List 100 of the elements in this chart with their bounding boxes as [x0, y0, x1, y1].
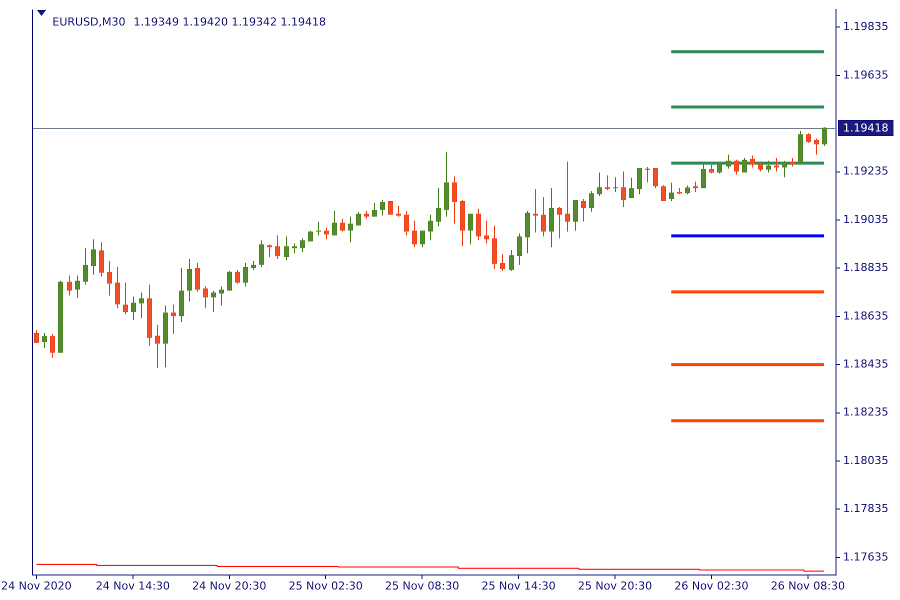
candlestick [412, 220, 417, 248]
candlestick [308, 230, 313, 242]
candlestick [557, 206, 562, 239]
candlestick [669, 182, 674, 202]
x-tick-label: 25 Nov 14:30 [481, 579, 556, 592]
candlestick [340, 218, 345, 232]
candlestick [806, 132, 811, 144]
candlestick [500, 254, 505, 272]
candlestick [565, 161, 570, 232]
y-tick-label: 1.19835 [843, 20, 888, 34]
candlestick [484, 220, 489, 244]
candlestick [83, 248, 88, 286]
candlestick [75, 275, 80, 298]
y-tick-label: 1.19635 [843, 68, 888, 82]
candlestick [235, 269, 240, 284]
candlestick [356, 211, 361, 226]
candlestick [726, 154, 731, 170]
candlestick [436, 188, 441, 228]
candlestick [187, 258, 192, 302]
candlestick [243, 262, 248, 288]
candlestick [259, 240, 264, 268]
candlestick [123, 282, 128, 315]
text: 1.19349 1.19420 1.19342 1.19418 [134, 15, 326, 28]
y-tick-label: 1.18235 [843, 406, 888, 419]
candlestick [653, 167, 658, 189]
candlestick [428, 214, 433, 241]
candlestick [742, 157, 747, 174]
y-tick-label: 1.17835 [843, 502, 888, 516]
y-tick-label: 1.19035 [843, 212, 888, 226]
y-tick-label: 1.18635 [843, 309, 888, 322]
y-tick-label: 1.18835 [843, 261, 888, 274]
candlestick [404, 210, 409, 236]
x-tick-label: 24 Nov 14:30 [96, 579, 170, 592]
candlestick [396, 206, 401, 218]
candlestick [42, 332, 47, 348]
y-tick-label: 1.17635 [843, 550, 888, 564]
candlestick [316, 221, 321, 236]
candlestick [348, 216, 353, 243]
x-tick-label: 24 Nov 20:30 [192, 579, 266, 592]
candlestick [131, 296, 136, 321]
candlestick [107, 260, 112, 296]
candlestick [517, 232, 522, 266]
ref-line-label: 1.19418 [843, 121, 888, 134]
candlestick [211, 290, 216, 313]
x-tick-label: 25 Nov 20:30 [578, 579, 652, 592]
candlestick [717, 163, 722, 174]
candlestick [99, 242, 104, 278]
candlestick [573, 199, 578, 232]
candlestick [468, 213, 473, 245]
candlestick [734, 159, 739, 175]
candlestick [549, 188, 554, 248]
y-tick-label: 1.18435 [843, 357, 888, 370]
candlestick [613, 176, 618, 193]
candlestick [219, 286, 224, 306]
candlestick [645, 166, 650, 183]
y-tick-label: 1.18035 [843, 454, 888, 467]
candlestick [227, 270, 232, 292]
candlestick [332, 210, 337, 236]
text: EURUSD,M30 [52, 15, 126, 28]
candlestick [709, 162, 714, 174]
candlestick [701, 162, 706, 189]
candlestick [372, 202, 377, 218]
candlestick [155, 324, 160, 369]
candlestick [203, 286, 208, 309]
candlestick [34, 330, 39, 344]
x-tick-label: 24 Nov 2020 [1, 579, 72, 592]
candlestick [67, 275, 72, 296]
candlestick [605, 174, 610, 191]
x-tick-label: 26 Nov 08:30 [770, 579, 845, 592]
candlestick [509, 250, 514, 272]
candlestick [284, 236, 289, 261]
candlestick [581, 198, 586, 222]
candlestick [637, 167, 642, 195]
candlestick [621, 171, 626, 208]
candlestick [597, 172, 602, 197]
candlestick [275, 234, 280, 260]
candlestick [661, 184, 666, 202]
x-tick-label: 25 Nov 08:30 [385, 579, 460, 592]
x-tick-label: 26 Nov 02:30 [674, 579, 749, 592]
candlestick [589, 190, 594, 212]
candlestick [50, 333, 55, 358]
candlestick [822, 126, 827, 147]
candlestick [139, 292, 144, 319]
candlestick [380, 199, 385, 216]
candlestick [195, 262, 200, 292]
candlestick [171, 304, 176, 334]
candlestick [91, 238, 96, 276]
candlestick [300, 238, 305, 253]
candlestick [750, 155, 755, 168]
candlestick [541, 196, 546, 237]
candlestick [115, 266, 120, 309]
candlestick [452, 176, 457, 224]
candlestick [629, 177, 634, 199]
candlestick [533, 188, 538, 234]
y-tick-label: 1.19235 [843, 164, 888, 178]
candlestick [814, 138, 819, 156]
x-tick-label: 25 Nov 02:30 [288, 579, 363, 592]
candlestick [766, 160, 771, 174]
candlestick [782, 160, 787, 178]
candlestick [420, 230, 425, 248]
